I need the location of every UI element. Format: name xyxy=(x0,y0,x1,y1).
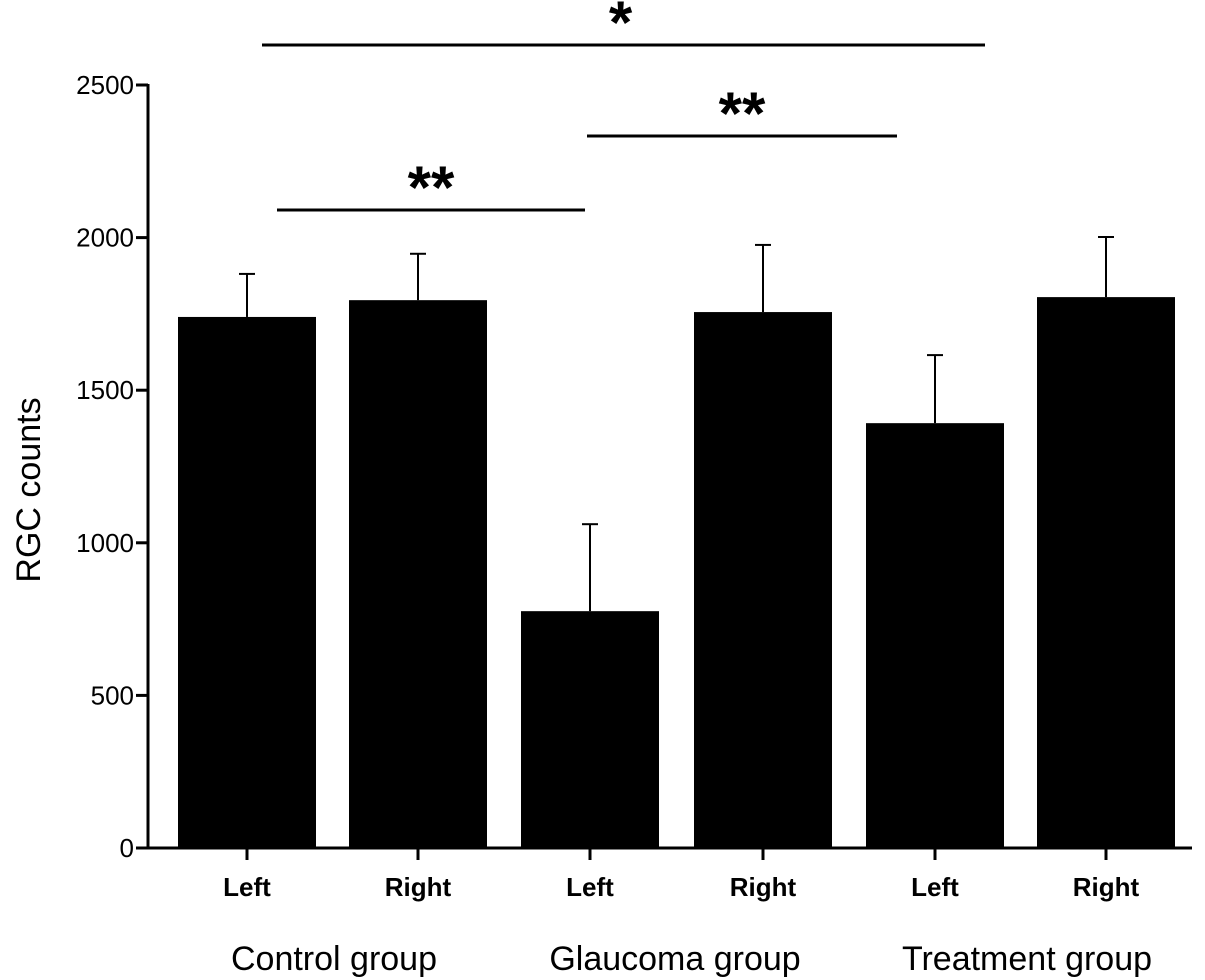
bar xyxy=(1037,297,1175,848)
x-tick-label: Right xyxy=(730,872,797,902)
bar xyxy=(866,423,1004,848)
x-tick-label: Left xyxy=(566,872,614,902)
axes: 0 500 1000 1500 2000 2500 xyxy=(76,70,1192,863)
y-tick-label: 2500 xyxy=(76,70,134,100)
bar xyxy=(521,611,659,848)
bar xyxy=(349,300,487,848)
x-tick-label: Right xyxy=(385,872,452,902)
x-tick-label: Left xyxy=(223,872,271,902)
y-tick-label: 1000 xyxy=(76,528,134,558)
bar xyxy=(178,316,316,848)
group-label-control: Control group xyxy=(231,940,437,978)
significance-marker: * xyxy=(609,0,633,56)
bar xyxy=(694,312,832,848)
y-tick-label: 2000 xyxy=(76,223,134,253)
y-tick-label: 500 xyxy=(91,680,134,710)
y-axis-label: RGC counts xyxy=(10,397,48,582)
x-tick-label: Right xyxy=(1073,872,1140,902)
x-tick-label: Left xyxy=(911,872,959,902)
significance-marker: ** xyxy=(719,80,766,147)
bars: Left Right Left Right Left Right xyxy=(178,235,1175,902)
y-tick-label: 0 xyxy=(120,833,134,863)
group-label-treatment: Treatment group xyxy=(902,940,1152,978)
group-label-glaucoma: Glaucoma group xyxy=(549,940,800,978)
significance-annotations: ***** xyxy=(262,0,985,221)
y-tick-label: 1500 xyxy=(76,375,134,405)
significance-marker: ** xyxy=(408,154,455,221)
